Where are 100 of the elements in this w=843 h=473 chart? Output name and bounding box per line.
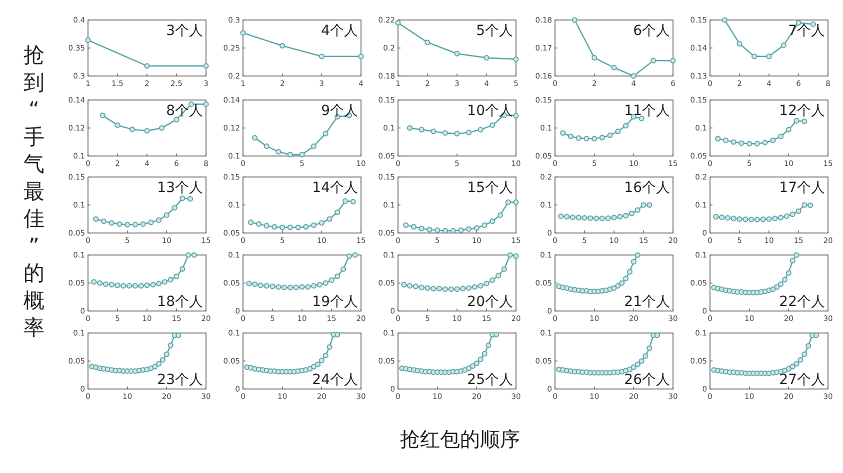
point: [287, 224, 293, 230]
point: [634, 362, 640, 368]
point: [346, 253, 352, 259]
point: [287, 152, 293, 158]
point: [164, 212, 170, 218]
annotation: 16个人: [624, 180, 670, 196]
point: [295, 224, 301, 230]
point: [806, 343, 812, 349]
point: [594, 216, 600, 222]
point: [626, 366, 633, 372]
point: [774, 284, 780, 290]
point: [466, 226, 472, 232]
point: [751, 54, 758, 60]
point: [592, 55, 598, 61]
point: [114, 122, 120, 128]
point: [318, 220, 324, 226]
point: [442, 130, 448, 136]
point: [311, 283, 317, 289]
point: [299, 284, 305, 290]
point: [786, 126, 792, 132]
point: [148, 220, 154, 226]
point: [246, 280, 252, 286]
point: [100, 218, 107, 224]
annotation: 3个人: [166, 23, 203, 39]
point: [328, 277, 334, 283]
point: [754, 140, 760, 146]
point: [572, 17, 578, 23]
point: [738, 140, 744, 146]
point: [646, 345, 652, 351]
point: [318, 358, 324, 364]
point: [490, 277, 496, 283]
point: [93, 216, 99, 222]
point: [790, 364, 796, 370]
point: [722, 17, 728, 23]
point: [334, 209, 340, 216]
point: [778, 214, 784, 220]
point: [611, 214, 617, 220]
point: [478, 126, 484, 132]
point: [252, 281, 258, 287]
point: [450, 228, 456, 234]
point: [264, 283, 270, 289]
point: [272, 224, 278, 230]
annotation: 14个人: [312, 180, 358, 196]
point: [478, 356, 484, 362]
point: [303, 224, 309, 230]
point: [513, 199, 519, 205]
point: [180, 195, 186, 202]
point: [144, 128, 150, 134]
point: [326, 344, 332, 350]
point: [407, 283, 413, 289]
point: [180, 266, 186, 272]
point: [164, 351, 170, 358]
point: [318, 54, 324, 60]
point: [322, 130, 328, 136]
point: [412, 284, 418, 290]
point: [311, 222, 317, 228]
point: [191, 252, 197, 258]
point: [584, 136, 590, 142]
point: [276, 149, 282, 155]
annotation: 19个人: [312, 294, 358, 310]
point: [129, 126, 136, 132]
point: [156, 280, 162, 286]
point: [808, 202, 814, 208]
point: [358, 54, 364, 60]
point: [322, 352, 328, 358]
point: [778, 134, 784, 140]
point: [454, 130, 460, 136]
point: [505, 199, 511, 205]
point: [132, 222, 138, 228]
point: [132, 283, 138, 289]
point: [430, 286, 436, 292]
point: [794, 118, 800, 124]
point: [484, 55, 490, 61]
point: [623, 212, 629, 218]
point: [617, 214, 623, 220]
point: [305, 284, 311, 290]
point: [599, 216, 605, 222]
point: [630, 364, 636, 370]
annotation: 5个人: [476, 23, 513, 39]
point: [426, 226, 432, 232]
point: [186, 252, 192, 258]
point: [280, 224, 286, 230]
point: [280, 42, 286, 49]
point: [634, 252, 640, 258]
annotation: 23个人: [157, 372, 203, 388]
point: [264, 143, 270, 149]
point: [126, 283, 132, 289]
point: [158, 125, 165, 131]
point: [316, 282, 322, 288]
point: [307, 366, 313, 372]
point: [513, 112, 519, 118]
point: [654, 332, 660, 338]
point: [626, 269, 633, 275]
point: [156, 361, 162, 367]
point: [513, 253, 519, 259]
point: [786, 366, 792, 372]
point: [478, 283, 484, 289]
point: [623, 122, 629, 129]
point: [401, 282, 407, 288]
point: [466, 130, 472, 136]
